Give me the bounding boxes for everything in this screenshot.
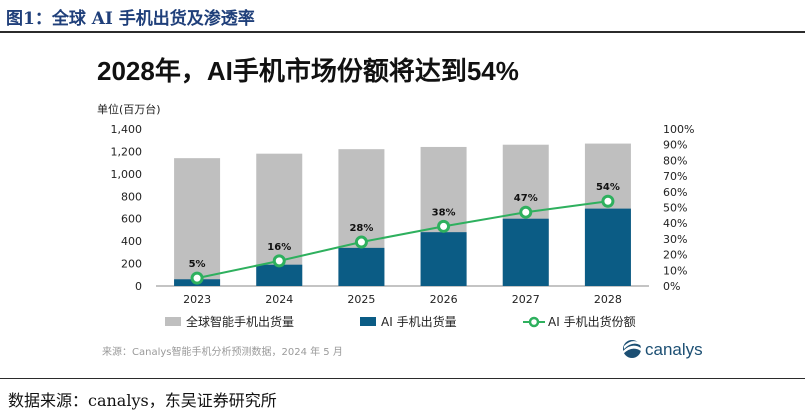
ai-share-series: 5% 16% 28% 38% 47% 54% [189,182,620,285]
y-tick-label: 600 [121,213,142,226]
share-line-path [196,200,609,280]
bar-ai-2026 [420,232,467,286]
chart-title: 2028年，AI手机市场份额将达到54% [97,56,519,86]
legend-label-share: AI 手机出货份额 [548,314,636,329]
share-label-2024: 16% [267,242,291,253]
y-tick-label: 0 [135,280,142,293]
legend-swatch-share-dot [528,316,540,328]
top-rule [0,31,805,33]
legend-swatch-total [165,317,181,326]
x-tick-label: 2023 [183,293,211,306]
y2-tick-label: 50% [663,202,687,215]
x-tick-label: 2027 [512,293,540,306]
legend: 全球智能手机出货量 AI 手机出货量 AI 手机出货份额 [165,314,636,329]
share-point-2026 [437,219,451,233]
share-point-2028 [601,194,615,208]
chart-panel: 2028年，AI手机市场份额将达到54% 单位(百万台) 0 200 400 600 8… [91,40,719,368]
y-axis-left: 0 200 400 600 800 1,000 1,200 1,400 [111,123,143,293]
y-tick-label: 1,200 [111,145,143,158]
y2-tick-label: 70% [663,170,687,183]
canalys-logo-text: canalys [645,340,703,359]
ai-shipments-series [174,208,631,286]
legend-item-ai: AI 手机出货量 [360,314,457,329]
y-tick-label: 1,400 [111,123,143,136]
canalys-logo: canalys [623,340,703,359]
y-tick-label: 200 [121,258,142,271]
bar-ai-2024 [256,264,303,286]
bar-total-2023 [174,158,221,286]
legend-item-share: AI 手机出货份额 [523,314,636,329]
y-tick-label: 400 [121,235,142,248]
share-label-2027: 47% [514,193,538,204]
share-label-2028: 54% [596,182,620,193]
figure-title: 图1：全球 AI 手机出货及渗透率 [6,9,255,29]
bar-ai-2028 [584,208,631,286]
y-tick-label: 800 [121,190,142,203]
share-label-2023: 5% [189,259,206,270]
share-point-2027 [519,205,533,219]
y2-tick-label: 80% [663,154,687,167]
bar-ai-2025 [338,247,385,286]
y2-tick-label: 40% [663,217,687,230]
bar-ai-2027 [502,218,549,286]
x-tick-label: 2028 [594,293,622,306]
legend-swatch-ai [360,317,376,326]
y2-tick-label: 100% [663,123,694,136]
y2-tick-label: 0% [663,280,680,293]
x-axis-labels: 2023 2024 2025 2026 2027 2028 [183,293,622,306]
y-tick-label: 1,000 [111,168,143,181]
share-point-2023 [190,271,204,285]
y2-tick-label: 60% [663,186,687,199]
y2-tick-label: 30% [663,233,687,246]
x-tick-label: 2026 [430,293,458,306]
share-label-2025: 28% [349,223,373,234]
x-tick-label: 2025 [347,293,375,306]
legend-label-total: 全球智能手机出货量 [186,314,294,329]
chart-note: 来源：Canalys智能手机分析预测数据，2024 年 5 月 [102,345,343,358]
total-shipments-series [174,143,631,286]
legend-label-ai: AI 手机出货量 [381,314,457,329]
x-tick-label: 2024 [265,293,293,306]
share-point-2025 [354,235,368,249]
source-note: 数据来源：canalys，东吴证券研究所 [8,391,277,410]
y-axis-right: 0% 10% 20% 30% 40% 50% 60% 70% 80% 90% 100% [663,123,694,293]
chart-svg: 2028年，AI手机市场份额将达到54% 单位(百万台) 0 200 400 600 8… [97,56,703,359]
bottom-rule [0,378,805,379]
canalys-logo-icon [623,340,641,358]
share-point-2024 [272,254,286,268]
y2-tick-label: 10% [663,264,687,277]
y2-tick-label: 90% [663,139,687,152]
y2-tick-label: 20% [663,249,687,262]
y-axis-label: 单位(百万台) [97,102,161,116]
share-label-2026: 38% [432,207,456,218]
legend-item-total: 全球智能手机出货量 [165,314,294,329]
